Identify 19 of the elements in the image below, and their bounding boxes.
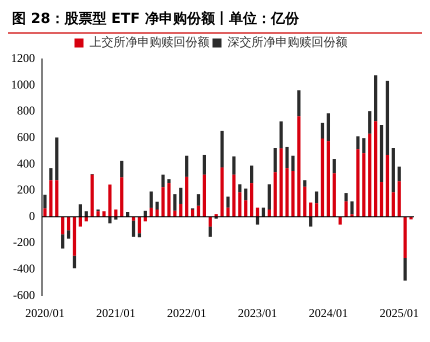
x-tick-label: 2023/01 [238, 306, 278, 320]
y-tick-label: -400 [13, 261, 35, 276]
chart-title: 图 28：股票型 ETF 净申购份额丨单位：亿份 [11, 10, 300, 29]
y-tick-label: 0 [29, 208, 35, 223]
y-tick-label: 200 [17, 182, 35, 197]
x-tick-label: 2021/01 [96, 306, 136, 320]
y-tick-label: 1200 [11, 51, 35, 66]
x-tick-label: 2025/01 [380, 306, 419, 320]
y-tick-label: -200 [13, 235, 35, 250]
x-tick-label: 2020/01 [25, 306, 65, 320]
y-tick-label: 600 [17, 130, 35, 144]
legend-label: 上交所净申购赎回份额 [90, 35, 210, 50]
x-tick-label: 2022/01 [166, 306, 206, 320]
y-tick-label: 400 [17, 156, 35, 170]
y-tick-label: 1000 [11, 77, 35, 92]
y-tick-label: 800 [17, 104, 35, 118]
y-tick-label: -600 [13, 288, 35, 302]
x-tick-label: 2024/01 [308, 306, 348, 320]
legend-label: 深交所净申购赎回份额 [228, 35, 348, 50]
